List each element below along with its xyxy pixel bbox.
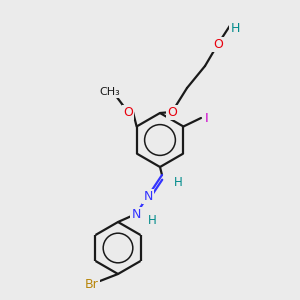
Text: H: H — [230, 22, 240, 34]
Text: O: O — [167, 106, 177, 118]
Text: CH₃: CH₃ — [100, 87, 120, 97]
Text: H: H — [148, 214, 156, 226]
Text: N: N — [131, 208, 141, 220]
Text: H: H — [174, 176, 182, 190]
Text: Br: Br — [85, 278, 99, 292]
Text: N: N — [143, 190, 153, 202]
Text: O: O — [123, 106, 133, 118]
Text: I: I — [205, 112, 209, 124]
Text: O: O — [213, 38, 223, 50]
